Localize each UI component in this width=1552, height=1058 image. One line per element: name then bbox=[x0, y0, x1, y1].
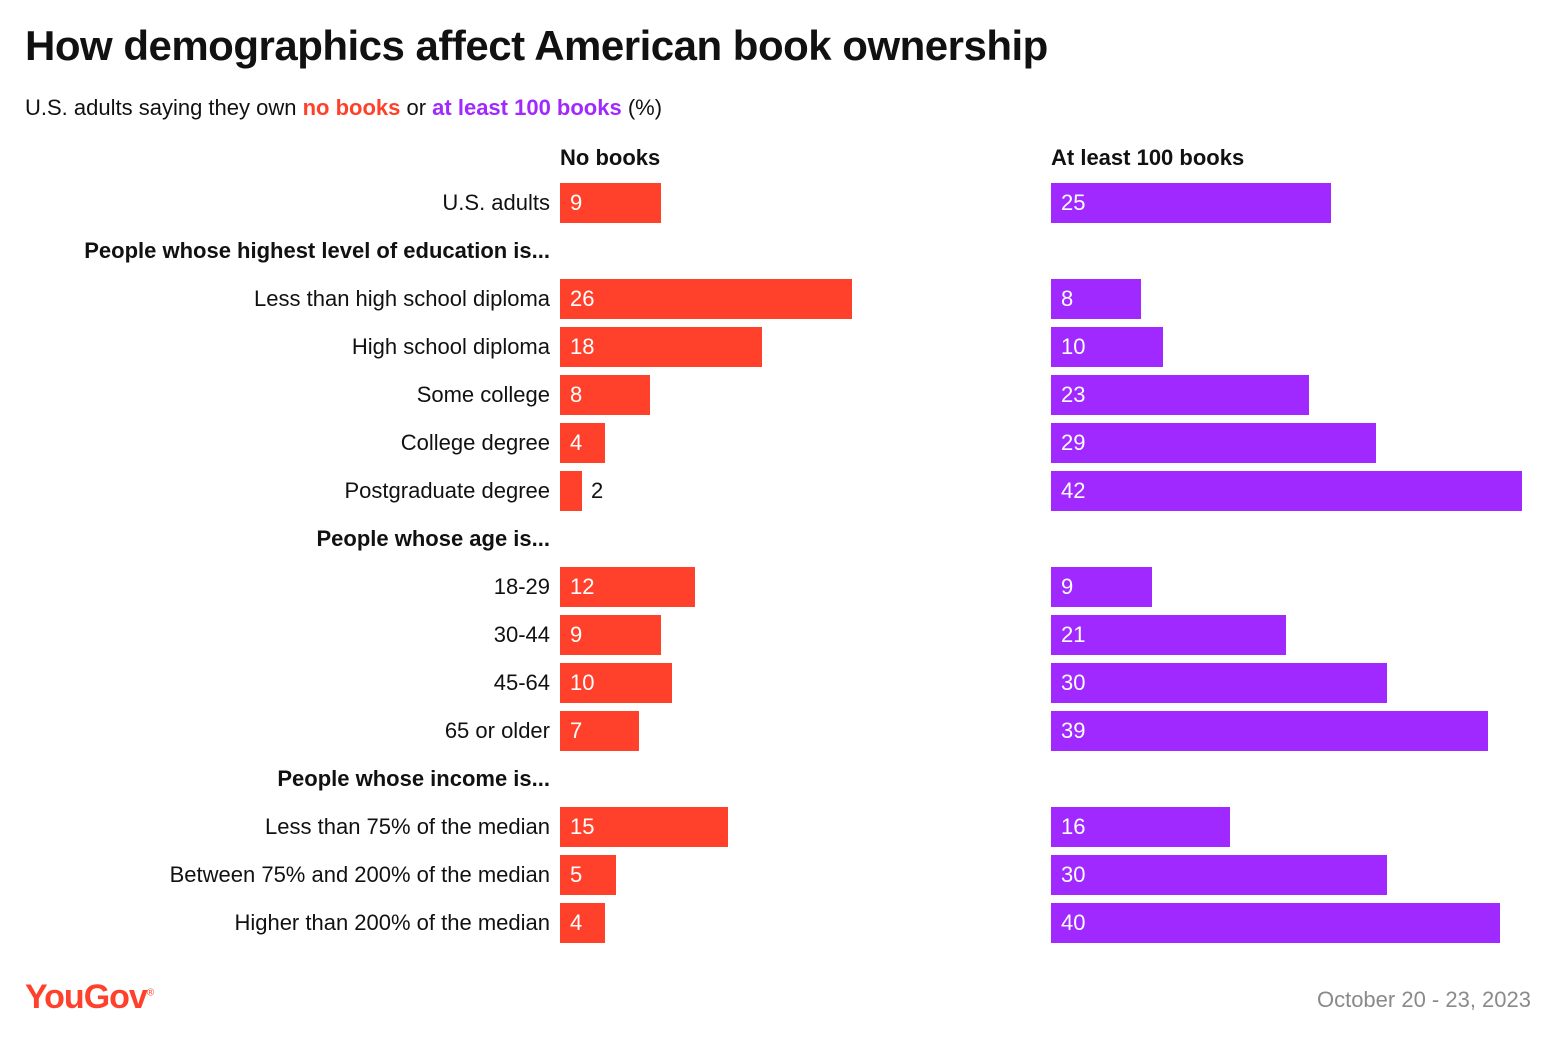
bar-many-some-college bbox=[1051, 375, 1309, 415]
value-label-no-some-college: 8 bbox=[570, 382, 583, 407]
value-label-many-45-64: 30 bbox=[1061, 670, 1086, 695]
bar-many-between-75-and-200-of-the-median bbox=[1051, 855, 1387, 895]
bar-many-high-school-diploma bbox=[1051, 327, 1163, 367]
row-label-between-75-and-200-of-the-median: Between 75% and 200% of the median bbox=[169, 862, 550, 887]
subtitle-prefix: U.S. adults saying they own bbox=[25, 95, 303, 120]
bar-many-18-29 bbox=[1051, 567, 1152, 607]
row-label-30-44: 30-44 bbox=[493, 622, 550, 647]
value-label-no-less-than-high-school-diploma: 26 bbox=[570, 286, 595, 311]
value-label-no-65-or-older: 7 bbox=[570, 718, 583, 743]
value-label-no-30-44: 9 bbox=[570, 622, 583, 647]
row-label-65-or-older: 65 or older bbox=[444, 718, 550, 743]
column-header-at-least-100-books: At least 100 books bbox=[1051, 145, 1245, 170]
row-label-college-degree: College degree bbox=[400, 430, 550, 455]
chart-subtitle: U.S. adults saying they own no books or … bbox=[25, 95, 662, 121]
value-label-no-less-than-75-of-the-median: 15 bbox=[570, 814, 595, 839]
value-label-no-u-s-adults: 9 bbox=[570, 190, 583, 215]
bar-many-higher-than-200-of-the-median bbox=[1051, 903, 1500, 943]
subtitle-no-books: no books bbox=[302, 95, 401, 120]
value-label-no-high-school-diploma: 18 bbox=[570, 334, 595, 359]
bar-no-between-75-and-200-of-the-median bbox=[560, 855, 616, 895]
bar-no-u-s-adults bbox=[560, 183, 661, 223]
row-label-less-than-high-school-diploma: Less than high school diploma bbox=[254, 286, 550, 311]
value-label-no-45-64: 10 bbox=[570, 670, 595, 695]
row-label-less-than-75-of-the-median: Less than 75% of the median bbox=[265, 814, 550, 839]
bar-no-high-school-diploma bbox=[560, 327, 762, 367]
row-label-some-college: Some college bbox=[416, 382, 550, 407]
yougov-logo: YouGov® bbox=[25, 978, 154, 1017]
bar-no-higher-than-200-of-the-median bbox=[560, 903, 605, 943]
value-label-many-higher-than-200-of-the-median: 40 bbox=[1061, 910, 1086, 935]
subtitle-suffix: (%) bbox=[621, 95, 663, 120]
row-label-u-s-adults: U.S. adults bbox=[442, 190, 550, 215]
value-label-no-18-29: 12 bbox=[570, 574, 595, 599]
bar-no-some-college bbox=[560, 375, 650, 415]
subtitle-at-least-100: at least 100 books bbox=[432, 95, 622, 120]
logo-text: YouGov bbox=[25, 978, 148, 1016]
subtitle-mid: or bbox=[400, 95, 433, 120]
value-label-many-college-degree: 29 bbox=[1061, 430, 1086, 455]
value-label-many-postgraduate-degree: 42 bbox=[1061, 478, 1086, 503]
row-label-higher-than-200-of-the-median: Higher than 200% of the median bbox=[234, 910, 550, 935]
group-label-people-whose-income-is: People whose income is... bbox=[277, 766, 550, 791]
bar-many-30-44 bbox=[1051, 615, 1286, 655]
bar-no-18-29 bbox=[560, 567, 695, 607]
value-label-many-18-29: 9 bbox=[1061, 574, 1074, 599]
value-label-many-some-college: 23 bbox=[1061, 382, 1086, 407]
value-label-no-college-degree: 4 bbox=[570, 430, 583, 455]
survey-date: October 20 - 23, 2023 bbox=[1316, 987, 1531, 1012]
bar-many-65-or-older bbox=[1051, 711, 1488, 751]
chart-title: How demographics affect American book ow… bbox=[25, 22, 1048, 69]
bar-many-college-degree bbox=[1051, 423, 1376, 463]
row-label-18-29: 18-29 bbox=[493, 574, 550, 599]
value-label-many-high-school-diploma: 10 bbox=[1061, 334, 1086, 359]
row-label-postgraduate-degree: Postgraduate degree bbox=[344, 478, 551, 503]
value-label-many-65-or-older: 39 bbox=[1061, 718, 1086, 743]
row-label-45-64: 45-64 bbox=[493, 670, 550, 695]
row-label-high-school-diploma: High school diploma bbox=[351, 334, 550, 359]
value-label-many-less-than-high-school-diploma: 8 bbox=[1061, 286, 1074, 311]
bar-many-45-64 bbox=[1051, 663, 1387, 703]
bar-no-postgraduate-degree bbox=[560, 471, 582, 511]
value-label-no-postgraduate-degree: 2 bbox=[591, 478, 604, 503]
value-label-many-less-than-75-of-the-median: 16 bbox=[1061, 814, 1086, 839]
bar-no-30-44 bbox=[560, 615, 661, 655]
bar-many-less-than-75-of-the-median bbox=[1051, 807, 1230, 847]
bar-many-less-than-high-school-diploma bbox=[1051, 279, 1141, 319]
group-label-people-whose-age-is: People whose age is... bbox=[316, 526, 550, 551]
bar-no-less-than-75-of-the-median bbox=[560, 807, 728, 847]
bar-no-less-than-high-school-diploma bbox=[560, 279, 852, 319]
bar-no-45-64 bbox=[560, 663, 672, 703]
value-label-no-higher-than-200-of-the-median: 4 bbox=[570, 910, 583, 935]
bar-no-65-or-older bbox=[560, 711, 639, 751]
bar-no-college-degree bbox=[560, 423, 605, 463]
logo-registered-mark: ® bbox=[146, 987, 155, 999]
bar-many-postgraduate-degree bbox=[1051, 471, 1522, 511]
column-header-no-books: No books bbox=[560, 145, 661, 170]
value-label-many-30-44: 21 bbox=[1061, 622, 1086, 647]
value-label-no-between-75-and-200-of-the-median: 5 bbox=[570, 862, 583, 887]
value-label-many-u-s-adults: 25 bbox=[1061, 190, 1086, 215]
bar-many-u-s-adults bbox=[1051, 183, 1331, 223]
value-label-many-between-75-and-200-of-the-median: 30 bbox=[1061, 862, 1086, 887]
group-label-people-whose-highest-level-of-education-is: People whose highest level of education … bbox=[84, 238, 550, 263]
